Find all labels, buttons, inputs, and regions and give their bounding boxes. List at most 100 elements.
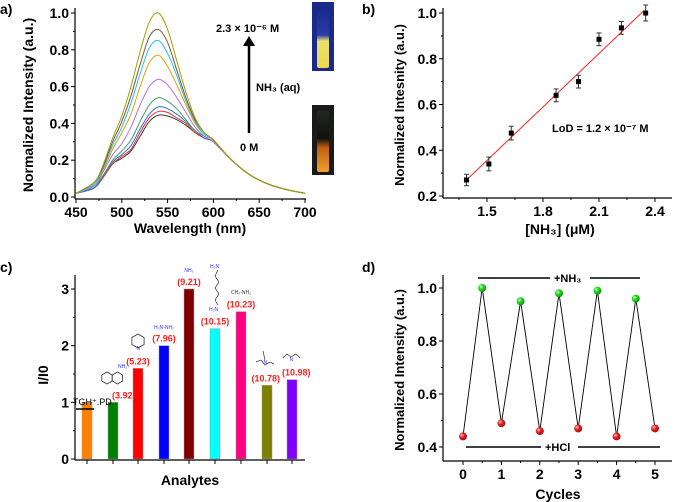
- y-tick-label: 0.4: [418, 439, 438, 455]
- x-tick-label: 2.1: [589, 203, 609, 219]
- pka-label: (10.98): [282, 368, 311, 378]
- pka-label: (10.23): [227, 300, 256, 310]
- data-point: [643, 10, 649, 16]
- high-point: [555, 289, 563, 298]
- y-tick-label: 0.6: [418, 97, 438, 113]
- bar-4: [183, 288, 195, 460]
- y-axis-title: Normalized Intensity (a.u.): [392, 289, 407, 451]
- high-point: [516, 297, 525, 306]
- data-point: [596, 36, 602, 42]
- y-tick-label: 0.4: [418, 142, 438, 158]
- pyridine-ring-icon: [131, 333, 145, 349]
- structure-label-hydrazine: H₂N-NH₂: [154, 325, 174, 331]
- x-tick-label: 1.5: [477, 203, 497, 219]
- y-tick-label: 1.0: [418, 280, 438, 296]
- bar-8: [286, 379, 298, 460]
- panel-b-calibration-chart: Normalized Intesnity (a.u.) [NH₃] (μM) L…: [392, 4, 672, 237]
- structure-label-control: TGH⁺.PD: [73, 397, 112, 407]
- y-tick-label: 0.6: [50, 79, 70, 95]
- x-tick-label: 550: [156, 204, 180, 220]
- x-tick-label: 1.8: [533, 203, 553, 219]
- spectrum-line-5: [75, 54, 306, 194]
- bar-6: [235, 311, 247, 460]
- spectrum-line-6: [75, 39, 306, 194]
- x-tick-label: 650: [248, 204, 272, 220]
- data-point: [463, 177, 469, 183]
- bar-2: [132, 368, 144, 460]
- y-tick-label: 0: [61, 451, 69, 467]
- pka-label: (10.15): [201, 317, 230, 327]
- x-axis-title: Wavelength (nm): [134, 220, 246, 236]
- y-tick-label: 1: [61, 394, 69, 410]
- data-point: [575, 79, 581, 85]
- structure-label-methylamine: CH₃-NH₂: [231, 290, 251, 296]
- panel-label-b: b): [362, 1, 375, 17]
- y-tick-label: 0.2: [50, 152, 70, 168]
- bar-1: [107, 402, 119, 460]
- low-point: [574, 424, 583, 433]
- data-point: [508, 130, 514, 136]
- naphthalene-ring-icon: [111, 371, 123, 385]
- vial-photo-without-ammonia: [312, 105, 334, 175]
- x-tick-label: 1: [498, 466, 506, 482]
- x-tick-label: 5: [651, 466, 659, 482]
- y-tick-label: 0.8: [418, 51, 438, 67]
- structure-label-pyridine: N: [137, 346, 141, 352]
- x-axis-title: [NH₃] (μM): [525, 221, 594, 237]
- spectrum-line-4: [75, 78, 306, 194]
- low-point: [497, 419, 506, 428]
- diethylamine-icon: [282, 353, 301, 359]
- y-tick-label: 1.0: [418, 5, 438, 21]
- cadaverine-chain-icon: [214, 269, 220, 306]
- y-tick-label: 0.8: [418, 333, 438, 349]
- bar-7: [261, 385, 273, 460]
- y-tick-label: 1.0: [50, 5, 70, 21]
- data-point: [486, 161, 492, 167]
- y-tick-label: 0.8: [50, 42, 70, 58]
- x-tick-label: 500: [110, 204, 134, 220]
- structure-label-cadaverine-bottom: H₂N: [209, 307, 219, 313]
- structure-label-triethylamine: N: [264, 360, 268, 366]
- x-tick-label: 0: [459, 466, 467, 482]
- bar-0: [81, 402, 93, 460]
- spectrum-line-8: [75, 12, 306, 194]
- cycle-line: [462, 287, 656, 437]
- x-tick-label: 700: [293, 204, 317, 220]
- lod-annotation: LoD = 1.2 × 10⁻⁷ M: [552, 123, 649, 135]
- y-tick-label: 2: [61, 338, 69, 354]
- low-point: [535, 427, 544, 436]
- vial-photo-with-ammonia: [312, 2, 334, 71]
- x-tick-label: 4: [613, 466, 621, 482]
- pka-label: (7.96): [152, 334, 176, 344]
- pka-label: (5.23): [126, 356, 150, 366]
- annotation-max-concentration: 2.3 × 10⁻⁶ M: [216, 23, 279, 35]
- low-point: [651, 424, 659, 433]
- panel-c-selectivity-bar-chart: I/I0 Analytes 0 1 2 3 (3.92) (5.23) (7.96) (9.2…: [35, 264, 311, 488]
- pka-label: (3.92): [112, 390, 136, 400]
- x-tick-label: 2: [536, 466, 544, 482]
- panel-label-d: d): [362, 259, 375, 275]
- data-point: [618, 25, 624, 31]
- pka-label: (10.78): [251, 373, 280, 383]
- panel-d-reversibility-chart: Normalized Intensity (a.u.) Cycles +NH₃ …: [392, 273, 672, 502]
- x-tick-label: 2.4: [645, 203, 665, 219]
- naphthalene-ring-icon: [101, 371, 113, 385]
- y-tick-label: 0.0: [50, 189, 70, 205]
- x-tick-label: 3: [574, 466, 582, 482]
- x-axis-title: Analytes: [161, 472, 220, 488]
- annotation-zero-concentration: 0 M: [240, 142, 258, 154]
- low-point: [612, 432, 621, 441]
- high-point: [593, 286, 602, 295]
- y-axis-title: I/I0: [35, 365, 51, 385]
- structure-label-naphthylamine: NH₂: [118, 364, 127, 370]
- panel-a-spectra-chart: Normalized Intensity (a.u.) Wavelength (…: [20, 2, 334, 236]
- low-point: [459, 432, 467, 441]
- hcl-addition-label: +HCl: [545, 442, 570, 454]
- triethylamine-icon: [262, 350, 266, 361]
- bar-3: [158, 345, 170, 460]
- data-point: [553, 92, 559, 98]
- y-axis-title: Normalized Intesnity (a.u.): [392, 24, 407, 186]
- bar-5: [209, 328, 221, 460]
- ammonia-addition-label: +NH₃: [554, 273, 581, 285]
